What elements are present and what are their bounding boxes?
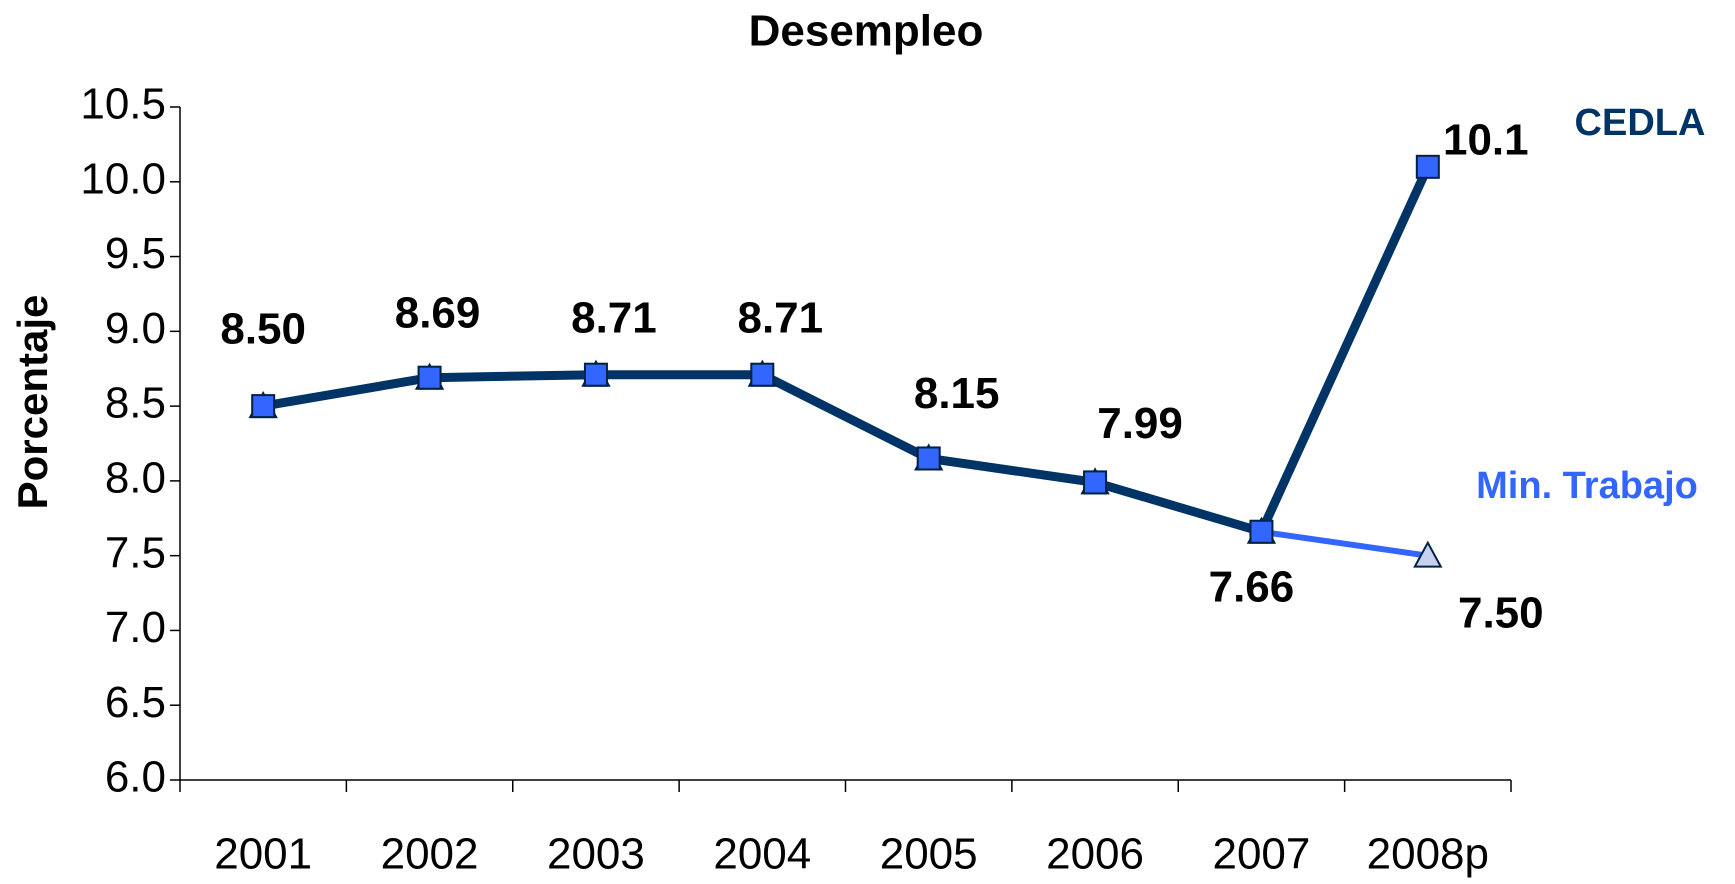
x-tick-label: 2007 bbox=[1212, 830, 1310, 879]
y-tick-label: 6.0 bbox=[105, 753, 166, 802]
data-label: 7.50 bbox=[1458, 588, 1544, 637]
data-label: 8.50 bbox=[220, 305, 306, 354]
marker bbox=[583, 362, 608, 387]
y-axis-label: Porcentaje bbox=[9, 295, 56, 510]
chart-title: Desempleo bbox=[749, 7, 984, 56]
data-label: 8.15 bbox=[914, 369, 1000, 418]
data-label: 8.71 bbox=[571, 293, 657, 342]
marker bbox=[1249, 519, 1274, 544]
marker bbox=[417, 365, 442, 390]
x-tick-label: 2004 bbox=[713, 830, 811, 879]
x-tick-label: 2008p bbox=[1367, 830, 1489, 879]
x-tick-label: 2002 bbox=[381, 830, 479, 879]
y-tick-label: 6.5 bbox=[105, 678, 166, 727]
y-tick-label: 9.0 bbox=[105, 304, 166, 353]
series-name: Min. Trabajo bbox=[1476, 465, 1698, 507]
marker bbox=[251, 394, 276, 419]
x-tick-label: 2006 bbox=[1046, 830, 1144, 879]
data-label: 8.69 bbox=[395, 288, 481, 337]
y-tick-label: 7.5 bbox=[105, 528, 166, 577]
y-tick-label: 10.0 bbox=[80, 154, 166, 203]
data-label: 8.71 bbox=[737, 293, 823, 342]
x-tick-label: 2003 bbox=[547, 830, 645, 879]
y-tick-label: 7.0 bbox=[105, 603, 166, 652]
marker bbox=[1083, 470, 1108, 495]
x-tick-label: 2001 bbox=[214, 830, 312, 879]
series-name: CEDLA bbox=[1575, 102, 1706, 144]
marker bbox=[916, 446, 941, 471]
data-label: 7.66 bbox=[1209, 562, 1295, 611]
series-line bbox=[262, 164, 1432, 537]
data-label: 10.1 bbox=[1443, 115, 1529, 164]
x-tick-label: 2005 bbox=[880, 830, 978, 879]
y-tick-label: 9.5 bbox=[105, 229, 166, 278]
marker bbox=[1415, 154, 1440, 179]
data-label: 7.99 bbox=[1097, 399, 1183, 448]
y-tick-label: 10.5 bbox=[80, 80, 166, 129]
marker bbox=[750, 362, 775, 387]
y-tick-label: 8.0 bbox=[105, 454, 166, 503]
y-tick-label: 8.5 bbox=[105, 379, 166, 428]
marker bbox=[1413, 540, 1443, 568]
